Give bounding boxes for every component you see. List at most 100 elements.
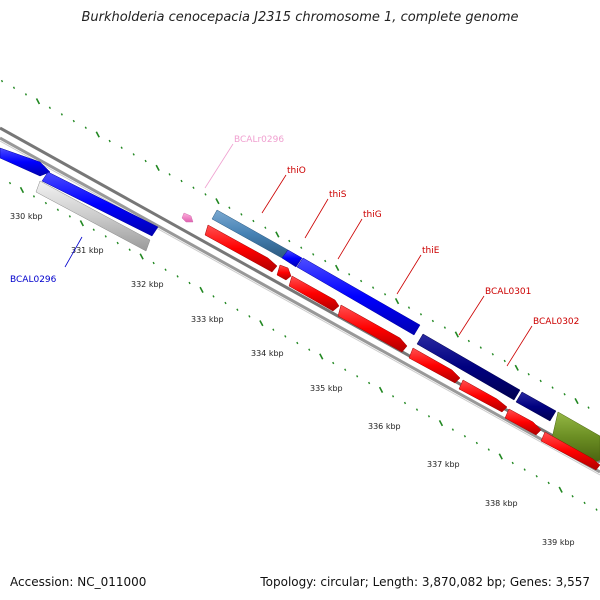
inner-ring-tick: [403, 401, 407, 405]
leader-thie: [396, 254, 422, 295]
inner-ring-tick: [199, 286, 204, 293]
inner-ring-tick: [92, 228, 95, 231]
inner-ring-tick: [558, 486, 563, 493]
inner-ring-tick: [56, 208, 60, 212]
outer-ring-tick: [503, 359, 506, 363]
outer-ring-tick: [275, 231, 280, 238]
outer-ring-tick: [479, 346, 482, 349]
gene-label-this[interactable]: thiS: [329, 190, 347, 200]
outer-ring-tick: [215, 198, 220, 205]
outer-ring-tick: [431, 319, 435, 323]
feature-bcal0302[interactable]: [515, 391, 557, 422]
inner-ring-tick: [259, 320, 264, 327]
inner-ring-tick: [308, 348, 311, 351]
outer-ring-tick: [527, 373, 530, 376]
feature-reverse-2[interactable]: [276, 264, 292, 281]
gene-label-thio[interactable]: thiO: [287, 166, 306, 176]
outer-ring-tick: [264, 226, 267, 229]
feature-forward-far-left[interactable]: [0, 147, 51, 177]
outer-ring-tick: [371, 286, 375, 289]
outer-ring-tick: [108, 139, 111, 143]
inner-ring-tick: [212, 295, 215, 298]
inner-ring-tick: [511, 461, 514, 465]
leader-bcal0301: [458, 295, 485, 336]
inner-ring-tick: [8, 181, 12, 185]
inner-ring-tick: [116, 241, 119, 245]
gene-label-bcalr0296[interactable]: BCALr0296: [234, 135, 284, 145]
outer-ring-tick: [0, 79, 4, 83]
feature-forward-bcal0296-region[interactable]: [41, 171, 159, 237]
inner-ring-tick: [356, 375, 359, 378]
feature-reverse-8[interactable]: [540, 431, 600, 471]
gene-label-thig[interactable]: thiG: [363, 210, 382, 220]
outer-ring-tick: [300, 246, 303, 249]
inner-ring-tick: [523, 468, 526, 471]
inner-ring-tick: [296, 341, 299, 345]
gene-label-bcal0301[interactable]: BCAL0301: [485, 287, 531, 297]
outer-ring-tick: [407, 306, 411, 309]
accession-text: Accession: NC_011000: [10, 575, 147, 589]
feature-reverse-7[interactable]: [504, 408, 542, 436]
feature-reverse-3[interactable]: [288, 275, 340, 312]
tick-label-334: 334 kbp: [251, 349, 284, 358]
outer-ring-tick: [60, 113, 63, 116]
feature-this[interactable]: [281, 249, 303, 268]
tick-label-333: 333 kbp: [191, 315, 224, 324]
tick-label-339: 339 kbp: [542, 538, 575, 547]
leader-thig: [337, 218, 363, 260]
outer-ring-tick: [348, 273, 351, 276]
inner-ring-tick: [498, 453, 503, 460]
outer-ring-tick: [84, 126, 87, 129]
feature-reverse-5[interactable]: [408, 347, 461, 384]
tick-label-335: 335 kbp: [310, 384, 343, 393]
inner-ring-tick: [139, 253, 144, 260]
inner-ring-tick: [284, 335, 287, 338]
inner-ring-tick: [188, 281, 191, 285]
outer-ring-tick: [144, 159, 147, 163]
outer-ring-tick: [120, 146, 123, 149]
gene-label-bcal0296[interactable]: BCAL0296: [10, 275, 57, 285]
inner-ring-tick: [224, 301, 227, 305]
feature-forward-olive[interactable]: [551, 411, 600, 463]
inner-ring-tick: [595, 508, 598, 511]
feature-bcalr0296-rna[interactable]: [181, 212, 194, 223]
inner-ring-tick: [19, 186, 25, 194]
leader-this: [304, 198, 329, 239]
feature-reverse-6[interactable]: [458, 379, 508, 413]
inner-ring-tick: [378, 386, 384, 393]
feature-reverse-4[interactable]: [337, 304, 408, 353]
map-title: Burkholderia cenocepacia J2315 chromosom…: [81, 10, 519, 25]
outer-ring-tick: [252, 219, 255, 223]
gene-label-thie[interactable]: thiE: [422, 246, 440, 256]
outer-ring-tick: [574, 398, 579, 405]
inner-tick-ring: [8, 181, 598, 511]
outer-ring-tick: [443, 326, 447, 329]
inner-ring-tick: [272, 328, 275, 331]
outer-ring-tick: [514, 364, 519, 371]
feature-bcal0301[interactable]: [416, 333, 521, 401]
inner-ring-tick: [104, 235, 107, 238]
inner-ring-tick: [535, 475, 538, 478]
gene-label-bcal0302[interactable]: BCAL0302: [533, 317, 579, 327]
outer-ring-tick: [563, 393, 566, 396]
feature-reverse-1[interactable]: [204, 224, 278, 273]
outer-ring-tick: [419, 313, 423, 316]
inner-ring-tick: [547, 481, 550, 485]
inner-ring-tick: [248, 315, 251, 318]
inner-ring-tick: [68, 215, 71, 218]
feature-thig[interactable]: [296, 257, 421, 336]
outer-ring-tick: [192, 186, 195, 189]
outer-ring-tick: [587, 406, 590, 409]
inner-ring-tick: [152, 261, 155, 265]
inner-ring-tick: [427, 415, 431, 418]
backbone-line-inner: [0, 136, 600, 474]
feature-bcal0296[interactable]: [35, 180, 151, 252]
outer-ring-tick: [132, 153, 135, 156]
inner-ring-tick: [236, 308, 239, 311]
outer-ring-tick: [240, 213, 243, 216]
inner-ring-tick: [176, 275, 179, 278]
inner-ring-tick: [332, 361, 335, 365]
tick-label-338: 338 kbp: [485, 499, 518, 508]
outer-ring-tick: [180, 179, 183, 183]
